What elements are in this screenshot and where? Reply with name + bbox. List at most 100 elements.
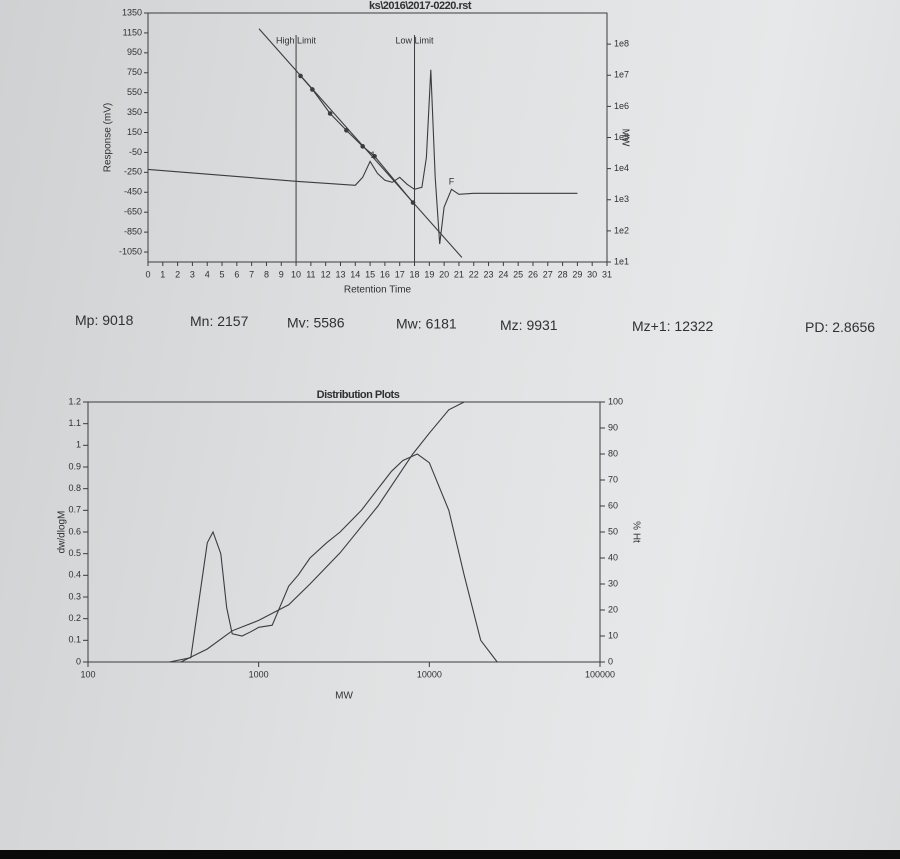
y2-tick-label: 80 — [608, 448, 618, 458]
y2-tick-label: 50 — [608, 526, 618, 536]
stat-value: 5586 — [313, 314, 344, 330]
stat: Mp: 9018 — [75, 312, 134, 328]
stat: Mw: 6181 — [396, 315, 457, 331]
y-tick-label: 0.4 — [68, 570, 81, 580]
y-tick-label: -50 — [129, 147, 142, 157]
y-tick-label: -650 — [124, 207, 142, 217]
y2-tick-label: 1e6 — [614, 101, 629, 111]
x-tick-label: 13 — [335, 269, 345, 279]
x-tick-label: 10 — [291, 269, 301, 279]
y2-tick-label: 40 — [608, 552, 618, 562]
x-tick-label: 28 — [558, 269, 568, 279]
y-axis-title: dw/dlogM — [57, 511, 68, 554]
stat: Mn: 2157 — [190, 313, 249, 329]
series-line — [169, 453, 498, 663]
x-tick-label: 11 — [306, 269, 315, 279]
x-tick-label: 7 — [249, 269, 254, 279]
x-tick-label: 30 — [587, 269, 597, 279]
y-tick-label: 0.9 — [68, 461, 81, 471]
stat: Mz: 9931 — [500, 317, 558, 333]
y2-tick-label: 90 — [608, 422, 618, 432]
x-tick-label: 26 — [528, 269, 538, 279]
y-tick-label: 0.5 — [68, 548, 81, 558]
x-tick-label: 6 — [234, 269, 239, 279]
y-tick-label: 150 — [127, 127, 142, 137]
y2-tick-label: 70 — [608, 474, 618, 484]
x-tick-label: 21 — [454, 269, 464, 279]
y2-tick-label: 1e8 — [614, 39, 629, 49]
stat: PD: 2.8656 — [805, 319, 875, 335]
stat-value: 9018 — [102, 312, 133, 328]
x-tick-label: 1 — [160, 269, 165, 279]
y-tick-label: 1.1 — [68, 418, 81, 428]
stat-label: PD: — [805, 319, 828, 335]
y-tick-label: 1 — [76, 440, 81, 450]
stat-label: Mv: — [287, 314, 310, 330]
stat-value: 9931 — [526, 317, 557, 333]
calibration-point — [327, 111, 333, 116]
y2-axis-title: % Ht — [630, 521, 641, 543]
stat-value: 2157 — [217, 313, 248, 329]
annotation: 1 — [371, 150, 376, 160]
x-tick-label: 20 — [439, 269, 449, 279]
y2-tick-label: 1e5 — [614, 132, 629, 142]
y2-tick-label: 1e1 — [614, 256, 629, 266]
x-tick-label: 31 — [602, 269, 612, 279]
x-tick-label: 18 — [410, 269, 420, 279]
stat-label: Mz: — [500, 317, 523, 333]
y-tick-label: 1350 — [122, 7, 142, 17]
y2-tick-label: 30 — [608, 578, 618, 588]
y2-tick-label: 0 — [608, 656, 613, 666]
x-tick-label: 100 — [80, 669, 95, 679]
x-tick-label: 5 — [220, 269, 225, 279]
plot-frame — [147, 12, 608, 263]
y-tick-label: -1050 — [119, 246, 142, 256]
x-tick-label: 8 — [264, 269, 269, 279]
x-tick-label: 22 — [469, 269, 479, 279]
limit-label: High Limit — [276, 35, 317, 45]
chart-title: ks\2016\2017-0220.rst — [369, 0, 472, 12]
x-tick-label: 15 — [365, 269, 375, 279]
x-tick-label: 12 — [321, 269, 331, 279]
y-tick-label: 1150 — [123, 27, 142, 37]
x-tick-label: 17 — [395, 269, 405, 279]
stat-value: 2.8656 — [832, 319, 875, 335]
y2-axis-title: MW — [619, 129, 630, 147]
stat-label: Mz+1: — [632, 318, 671, 334]
y-tick-label: 0.8 — [68, 483, 81, 493]
x-tick-label: 10000 — [417, 669, 442, 679]
y2-tick-label: 20 — [608, 604, 618, 614]
stat: Mv: 5586 — [287, 314, 345, 330]
y-axis-title: Response (mV) — [103, 103, 114, 172]
y2-tick-label: 1e2 — [614, 225, 629, 235]
stat-label: Mn: — [190, 313, 213, 329]
y2-tick-label: 1e3 — [614, 194, 629, 204]
chart-title: Distribution Plots — [317, 389, 400, 401]
x-tick-label: 2 — [175, 269, 180, 279]
x-tick-label: 100000 — [585, 669, 615, 679]
x-tick-label: 23 — [484, 269, 494, 279]
x-tick-label: 3 — [190, 269, 195, 279]
series-line — [180, 401, 465, 663]
y-tick-label: 550 — [127, 87, 142, 97]
x-tick-label: 19 — [424, 269, 434, 279]
y-tick-label: -250 — [124, 167, 142, 177]
series-line — [147, 69, 578, 245]
y-tick-label: -450 — [124, 187, 142, 197]
y2-tick-label: 100 — [608, 396, 623, 406]
y-tick-label: 0.3 — [68, 591, 81, 601]
stat-label: Mw: — [396, 315, 422, 331]
x-tick-label: 1000 — [249, 669, 269, 679]
stat-value: 12322 — [674, 318, 713, 334]
y-tick-label: 750 — [127, 67, 142, 77]
y-tick-label: 350 — [127, 107, 142, 117]
y-tick-label: 0.7 — [68, 505, 81, 515]
y-tick-label: 1.2 — [68, 396, 81, 406]
series-line — [258, 28, 463, 258]
y2-tick-label: 1e7 — [614, 70, 629, 80]
plot-frame — [87, 401, 601, 663]
y-tick-label: -850 — [124, 226, 142, 236]
y-tick-label: 950 — [127, 47, 142, 57]
